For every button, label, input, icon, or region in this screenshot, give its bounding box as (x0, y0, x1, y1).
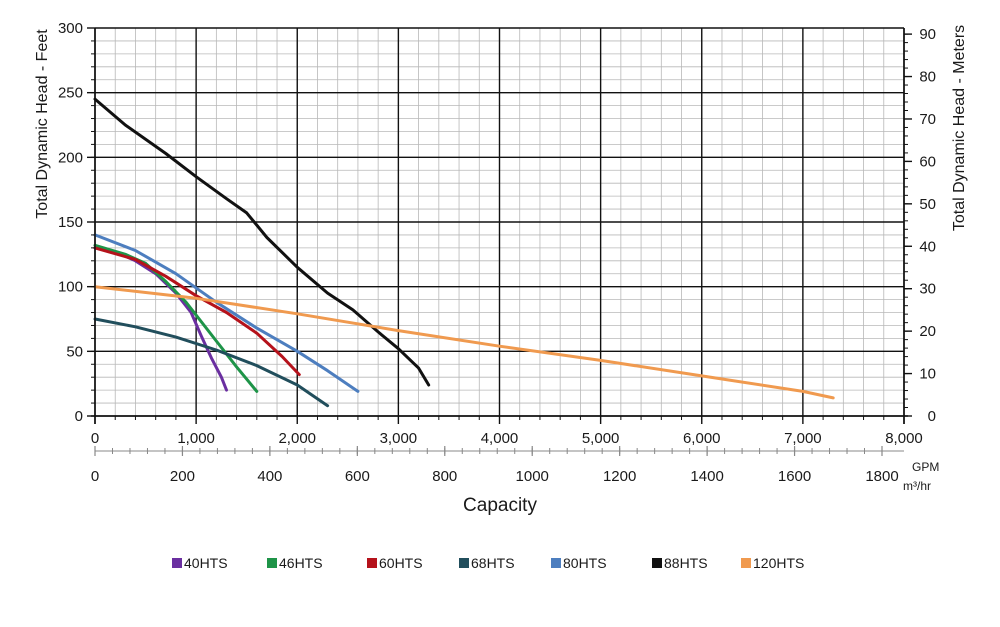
x-m3-tick-label: 1200 (603, 468, 636, 485)
x-m3-tick-label: 0 (91, 468, 99, 485)
x-gpm-tick-label: 5,000 (582, 430, 620, 447)
y-right-tick-label: 80 (919, 69, 936, 86)
legend-swatch-40hts (172, 558, 182, 568)
y-left-tick-label: 250 (58, 85, 83, 102)
grid (94, 27, 905, 417)
x-gpm-tick-label: 4,000 (481, 430, 519, 447)
series-lines (93, 97, 835, 408)
y-right-tick-label: 60 (919, 153, 936, 170)
series-line-80hts (93, 233, 360, 393)
y-left-tick-label: 200 (58, 149, 83, 166)
series-line-68hts (93, 317, 330, 408)
series-line-120hts (93, 285, 835, 400)
legend-swatch-80hts (551, 558, 561, 568)
legend-label-68hts: 68HTS (471, 555, 515, 571)
y-right-tick-label: 0 (928, 408, 936, 425)
legend-swatch-68hts (459, 558, 469, 568)
x-m3-tick-label: 1800 (865, 468, 898, 485)
y-axis-right-title: Total Dynamic Head - Meters (951, 25, 968, 231)
y-right-tick-label: 10 (919, 366, 936, 383)
y-left-tick-label: 150 (58, 214, 83, 231)
series-line-60hts (93, 246, 301, 377)
legend-label-40hts: 40HTS (184, 555, 228, 571)
x-gpm-tick-label: 1,000 (177, 430, 215, 447)
legend-label-80hts: 80HTS (563, 555, 607, 571)
x-unit-gpm: GPM (912, 460, 939, 474)
x-gpm-tick-label: 8,000 (885, 430, 923, 447)
y-right-tick-label: 90 (919, 26, 936, 43)
x-axis-title: Capacity (463, 495, 537, 516)
legend-label-60hts: 60HTS (379, 555, 423, 571)
y-right-tick-label: 20 (919, 323, 936, 340)
x-gpm-tick-label: 3,000 (380, 430, 418, 447)
x-unit-m3: m³/hr (903, 479, 931, 493)
x-m3-tick-label: 600 (345, 468, 370, 485)
y-right-tick-label: 30 (919, 281, 936, 298)
x-gpm-tick-label: 7,000 (784, 430, 822, 447)
x-gpm-tick-label: 2,000 (278, 430, 316, 447)
y-left-tick-label: 100 (58, 279, 83, 296)
y-right-tick-label: 70 (919, 111, 936, 128)
series-line-40hts (93, 246, 228, 392)
x-m3-tick-label: 400 (257, 468, 282, 485)
x-m3-tick-label: 1400 (690, 468, 723, 485)
legend-swatch-120hts (741, 558, 751, 568)
legend-swatch-88hts (652, 558, 662, 568)
x-gpm-tick-label: 6,000 (683, 430, 721, 447)
y-left-tick-label: 0 (75, 408, 83, 425)
legend-swatch-46hts (267, 558, 277, 568)
y-left-tick-label: 50 (66, 343, 83, 360)
legend-label-120hts: 120HTS (753, 555, 804, 571)
x-m3-tick-label: 800 (432, 468, 457, 485)
legend-label-46hts: 46HTS (279, 555, 323, 571)
x-gpm-tick-label: 0 (91, 430, 99, 447)
y-left-tick-label: 300 (58, 20, 83, 37)
y-axis-left-title: Total Dynamic Head - Feet (34, 29, 51, 219)
y-right-tick-label: 40 (919, 238, 936, 255)
y-right-tick-label: 50 (919, 196, 936, 213)
legend: 40HTS 46HTS 60HTS 68HTS 80HTS 88HTS 120HTS (172, 555, 804, 571)
legend-label-88hts: 88HTS (664, 555, 708, 571)
x-m3-tick-label: 200 (170, 468, 195, 485)
x-m3-tick-label: 1600 (778, 468, 811, 485)
legend-swatch-60hts (367, 558, 377, 568)
axes: 0 50 100 150 200 250 300 0 10 20 30 40 50 60 70 80 90 0 1,… (58, 20, 936, 485)
series-line-88hts (93, 97, 431, 387)
x-m3-tick-label: 1000 (516, 468, 549, 485)
